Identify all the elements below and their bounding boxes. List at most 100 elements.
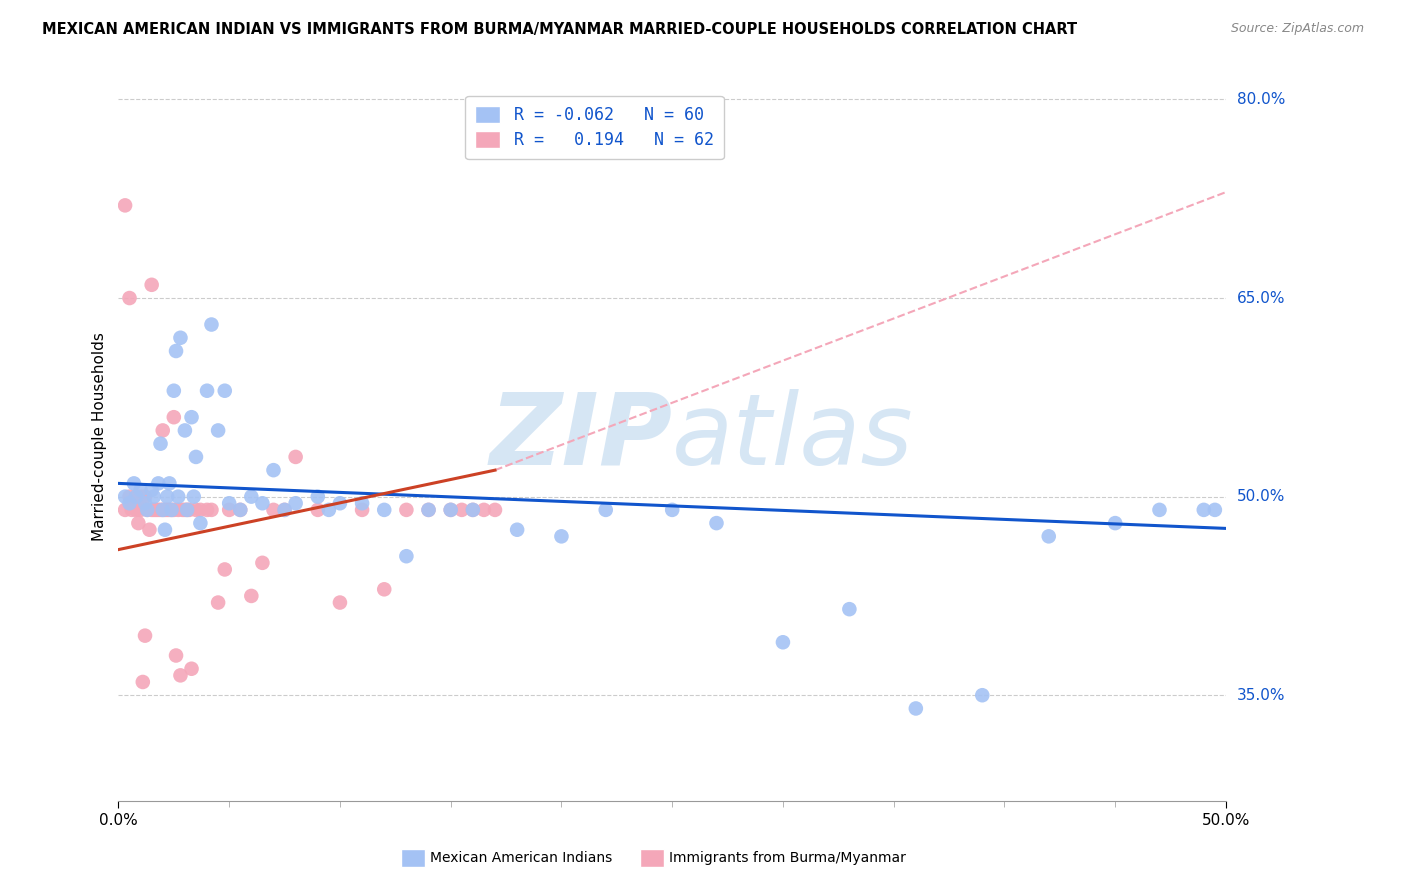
Point	[307, 490, 329, 504]
Point	[125, 490, 148, 504]
Point	[141, 483, 163, 497]
Point	[661, 503, 683, 517]
Point	[329, 496, 352, 510]
Point	[472, 503, 495, 517]
Point	[240, 490, 263, 504]
Point	[156, 490, 179, 504]
Point	[450, 503, 472, 517]
Text: Mexican American Indians: Mexican American Indians	[430, 851, 613, 865]
Point	[141, 503, 163, 517]
Text: ZIP: ZIP	[489, 389, 672, 485]
Point	[418, 503, 440, 517]
Point	[184, 503, 207, 517]
Point	[160, 503, 183, 517]
Point	[395, 549, 418, 564]
Point	[352, 503, 374, 517]
Point	[152, 503, 174, 517]
Point	[179, 503, 201, 517]
Text: 50.0%: 50.0%	[1237, 489, 1285, 504]
Point	[132, 675, 155, 690]
Point	[142, 490, 165, 504]
Point	[1204, 503, 1226, 517]
Point	[167, 503, 190, 517]
Point	[461, 503, 484, 517]
Point	[180, 662, 202, 676]
Point	[195, 503, 218, 517]
Point	[172, 503, 194, 517]
Point	[772, 635, 794, 649]
Point	[184, 450, 207, 464]
Point	[136, 503, 159, 517]
Point	[329, 596, 352, 610]
Point	[190, 516, 212, 530]
Text: MEXICAN AMERICAN INDIAN VS IMMIGRANTS FROM BURMA/MYANMAR MARRIED-COUPLE HOUSEHOL: MEXICAN AMERICAN INDIAN VS IMMIGRANTS FR…	[42, 22, 1077, 37]
Point	[142, 503, 165, 517]
Point	[506, 523, 529, 537]
Point	[229, 503, 252, 517]
Point	[207, 424, 229, 438]
Point	[180, 410, 202, 425]
Point	[395, 503, 418, 517]
Point	[440, 503, 463, 517]
Point	[484, 503, 506, 517]
Point	[138, 523, 160, 537]
Point	[127, 516, 149, 530]
Point	[373, 503, 395, 517]
Point	[165, 648, 187, 663]
Point	[125, 490, 148, 504]
Point	[174, 503, 197, 517]
Point	[838, 602, 860, 616]
Point	[214, 562, 236, 576]
Point	[122, 476, 145, 491]
Point	[149, 436, 172, 450]
Point	[1149, 503, 1171, 517]
Point	[352, 496, 374, 510]
Point	[148, 503, 170, 517]
Point	[174, 424, 197, 438]
Point	[148, 476, 170, 491]
Point	[169, 668, 191, 682]
Point	[214, 384, 236, 398]
Point	[114, 490, 136, 504]
Point	[273, 503, 295, 517]
Point	[121, 503, 143, 517]
Point	[163, 384, 186, 398]
Point	[156, 503, 179, 517]
Point	[125, 503, 148, 517]
Point	[284, 450, 307, 464]
Point	[152, 503, 174, 517]
Point	[114, 503, 136, 517]
Text: 65.0%: 65.0%	[1237, 291, 1285, 306]
Point	[218, 496, 240, 510]
Point	[152, 424, 174, 438]
Point	[169, 331, 191, 345]
Point	[145, 503, 167, 517]
Point	[595, 503, 617, 517]
Point	[153, 523, 176, 537]
Point	[207, 596, 229, 610]
Point	[129, 483, 152, 497]
Point	[418, 503, 440, 517]
Point	[176, 503, 198, 517]
Point	[284, 496, 307, 510]
Point	[252, 496, 274, 510]
Point	[122, 496, 145, 510]
Y-axis label: Married-couple Households: Married-couple Households	[93, 333, 107, 541]
Point	[263, 503, 285, 517]
Point	[167, 490, 190, 504]
Point	[461, 503, 484, 517]
Point	[129, 503, 152, 517]
Point	[195, 384, 218, 398]
Point	[263, 463, 285, 477]
Text: Immigrants from Burma/Myanmar: Immigrants from Burma/Myanmar	[669, 851, 905, 865]
Point	[550, 529, 572, 543]
Point	[134, 496, 156, 510]
Point	[273, 503, 295, 517]
Legend: R = -0.062   N = 60, R =   0.194   N = 62: R = -0.062 N = 60, R = 0.194 N = 62	[465, 95, 724, 159]
Text: Source: ZipAtlas.com: Source: ZipAtlas.com	[1230, 22, 1364, 36]
Text: 80.0%: 80.0%	[1237, 92, 1285, 107]
Point	[118, 291, 141, 305]
Point	[163, 503, 186, 517]
Point	[136, 503, 159, 517]
Point	[373, 582, 395, 597]
